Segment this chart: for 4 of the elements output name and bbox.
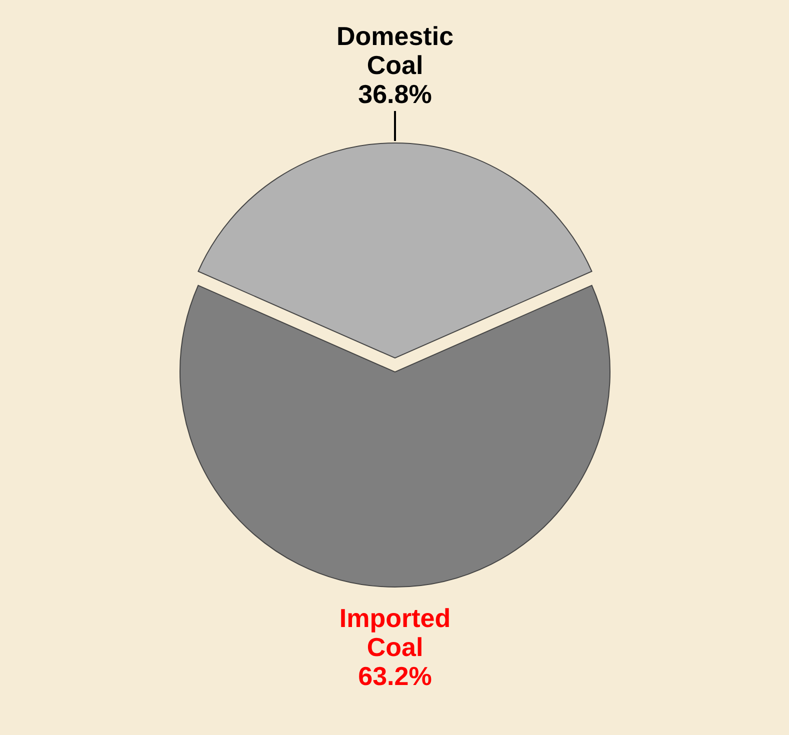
- slice-label: Domestic Coal: [336, 21, 454, 80]
- slice-label: Imported Coal: [339, 603, 451, 662]
- data-label: 36.8%: [358, 79, 432, 109]
- data-label: 63.2%: [358, 661, 432, 691]
